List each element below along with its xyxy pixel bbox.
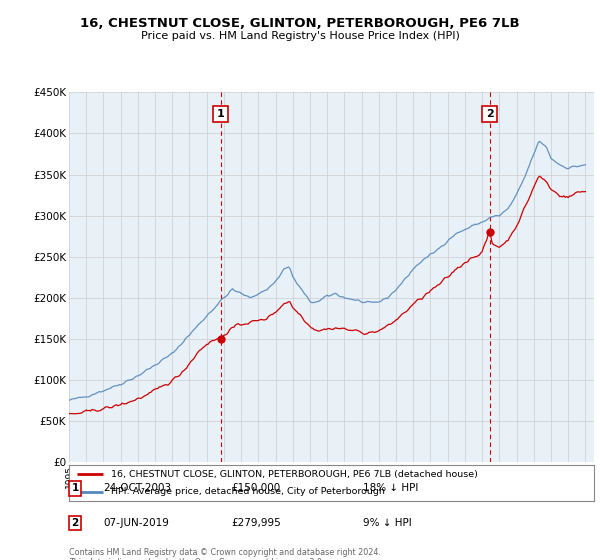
Text: 16, CHESTNUT CLOSE, GLINTON, PETERBOROUGH, PE6 7LB: 16, CHESTNUT CLOSE, GLINTON, PETERBOROUG… bbox=[80, 17, 520, 30]
Text: 16, CHESTNUT CLOSE, GLINTON, PETERBOROUGH, PE6 7LB (detached house): 16, CHESTNUT CLOSE, GLINTON, PETERBOROUG… bbox=[111, 470, 478, 479]
Text: 2: 2 bbox=[71, 518, 79, 528]
Text: £279,995: £279,995 bbox=[232, 518, 281, 528]
Text: 2: 2 bbox=[485, 109, 493, 119]
Text: 9% ↓ HPI: 9% ↓ HPI bbox=[363, 518, 412, 528]
Text: 24-OCT-2003: 24-OCT-2003 bbox=[103, 483, 171, 493]
Text: 07-JUN-2019: 07-JUN-2019 bbox=[103, 518, 169, 528]
Text: £150,000: £150,000 bbox=[232, 483, 281, 493]
Text: Price paid vs. HM Land Registry's House Price Index (HPI): Price paid vs. HM Land Registry's House … bbox=[140, 31, 460, 41]
Text: 1: 1 bbox=[217, 109, 224, 119]
Text: HPI: Average price, detached house, City of Peterborough: HPI: Average price, detached house, City… bbox=[111, 487, 385, 496]
Text: Contains HM Land Registry data © Crown copyright and database right 2024.
This d: Contains HM Land Registry data © Crown c… bbox=[69, 548, 381, 560]
Text: 1: 1 bbox=[71, 483, 79, 493]
Text: 18% ↓ HPI: 18% ↓ HPI bbox=[363, 483, 418, 493]
